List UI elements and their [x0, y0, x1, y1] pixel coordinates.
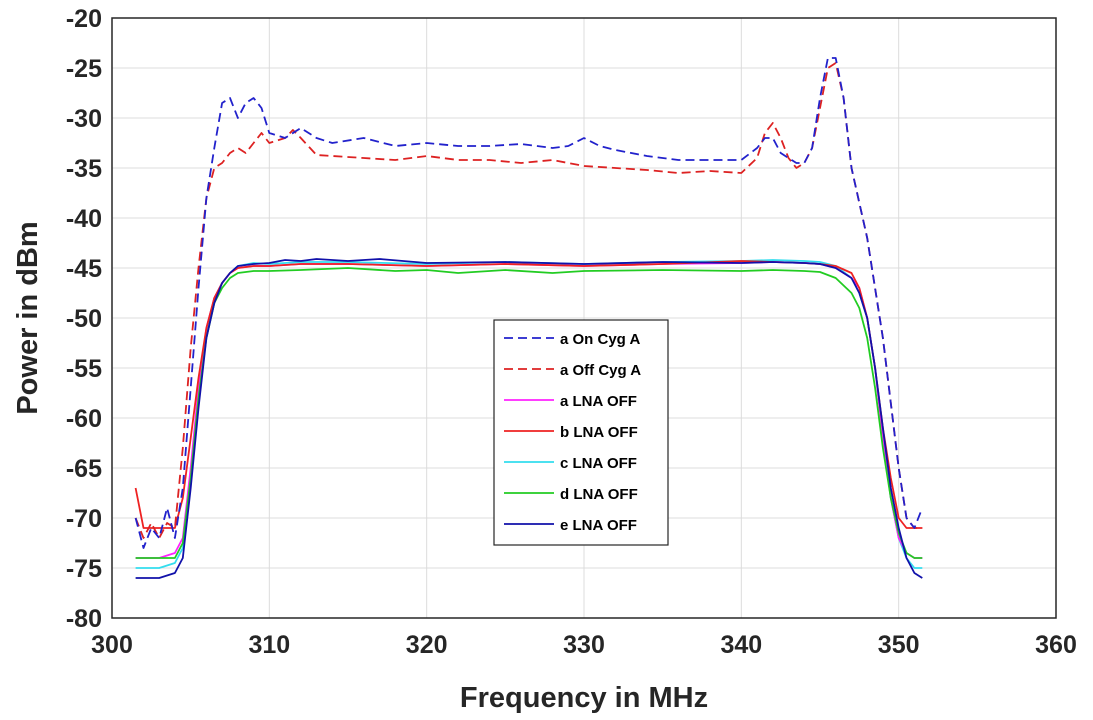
legend: a On Cyg A a Off Cyg A a LNA OFF b LNA OFF c…	[493, 319, 669, 546]
legend-label: a Off Cyg A	[560, 362, 641, 379]
legend-label: e LNA OFF	[560, 517, 637, 534]
y-axis-label: Power in dBm	[12, 221, 44, 414]
x-tick-label: 360	[1035, 631, 1077, 659]
y-tick-label: -25	[66, 55, 102, 83]
legend-box	[493, 319, 669, 546]
y-tick-label: -65	[66, 455, 102, 483]
y-tick-label: -55	[66, 355, 102, 383]
y-tick-label: -60	[66, 405, 102, 433]
y-tick-label: -75	[66, 555, 102, 583]
legend-label: b LNA OFF	[560, 424, 638, 441]
x-tick-labels: 300 310 320 330 340 350 360	[91, 631, 1077, 659]
y-tick-label: -80	[66, 605, 102, 633]
x-tick-label: 300	[91, 631, 133, 659]
y-tick-label: -35	[66, 155, 102, 183]
series-line-7	[135, 258, 923, 579]
legend-label: a LNA OFF	[560, 393, 637, 410]
x-tick-label: 350	[878, 631, 920, 659]
x-tick-label: 310	[248, 631, 290, 659]
y-tick-label: -20	[66, 5, 102, 33]
legend-label: c LNA OFF	[560, 455, 637, 472]
legend-label: a On Cyg A	[560, 331, 640, 348]
y-tick-label: -45	[66, 255, 102, 283]
y-tick-label: -30	[66, 105, 102, 133]
series-line-1	[134, 57, 924, 549]
y-tick-label: -50	[66, 305, 102, 333]
x-tick-label: 340	[720, 631, 762, 659]
x-tick-label: 330	[563, 631, 605, 659]
y-tick-labels: -20 -25 -30 -35 -40 -45 -50 -55 -60 -65 -70 -75 -80	[66, 5, 102, 633]
y-tick-label: -40	[66, 205, 102, 233]
x-tick-label: 320	[406, 631, 448, 659]
x-axis-label: Frequency in MHz	[460, 682, 708, 714]
plot-frame	[111, 17, 1057, 619]
y-tick-label: -70	[66, 505, 102, 533]
legend-label: d LNA OFF	[560, 486, 638, 503]
series-layer	[134, 57, 924, 579]
series-line-6	[135, 267, 923, 559]
